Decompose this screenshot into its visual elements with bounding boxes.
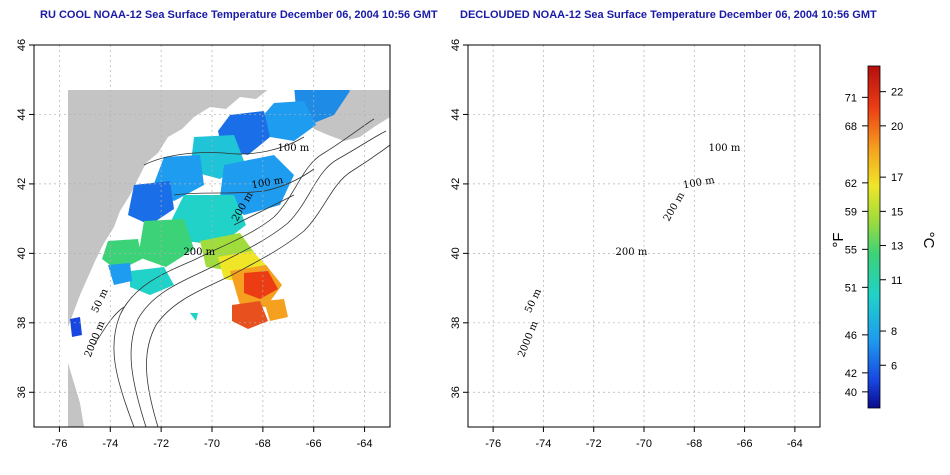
bathymetry-contours xyxy=(527,119,820,427)
contour-label: 100 m xyxy=(251,175,285,191)
y-tick-label: 36 xyxy=(16,386,28,398)
y-tick-label: 42 xyxy=(450,178,462,190)
fahrenheit-tick-label: 59 xyxy=(845,206,857,218)
left-panel-title: RU COOL NOAA-12 Sea Surface Temperature … xyxy=(40,9,438,21)
celsius-tick-label: 13 xyxy=(891,241,903,253)
contour-label: 200 m xyxy=(183,247,215,258)
x-tick-label: -72 xyxy=(153,438,169,450)
fahrenheit-tick-label: 62 xyxy=(845,178,857,190)
x-tick-label: -68 xyxy=(255,438,271,450)
fahrenheit-tick-label: 46 xyxy=(845,330,857,342)
x-tick-label: -70 xyxy=(636,438,652,450)
fahrenheit-unit-label: °F xyxy=(830,232,847,247)
y-tick-label: 44 xyxy=(450,108,462,120)
celsius-tick-label: 20 xyxy=(891,121,903,133)
fahrenheit-tick-label: 40 xyxy=(845,387,857,399)
contour-label: 200 m xyxy=(616,247,648,258)
x-tick-label: -72 xyxy=(586,438,602,450)
y-tick-label: 42 xyxy=(16,178,28,190)
celsius-tick-label: 22 xyxy=(891,87,903,99)
x-tick-label: -66 xyxy=(737,438,753,450)
celsius-tick-label: 17 xyxy=(891,172,903,184)
y-tick-label: 40 xyxy=(450,247,462,259)
y-tick-label: 40 xyxy=(16,247,28,259)
y-tick-label: 38 xyxy=(450,317,462,329)
left-map-panel: -76 -74 -72 -70 -68 -66 -64 36 38 40 42 44 46 100 m 10… xyxy=(16,39,391,450)
colorbar-gradient xyxy=(867,65,881,409)
x-tick-label: -64 xyxy=(357,438,373,450)
x-tick-label: -70 xyxy=(204,438,220,450)
x-tick-label: -76 xyxy=(51,438,67,450)
grid-lines xyxy=(34,44,390,427)
celsius-tick-label: 8 xyxy=(891,326,897,338)
celsius-tick-label: 6 xyxy=(891,360,897,372)
contour-label: 100 m xyxy=(682,175,716,191)
right-panel-title: DECLOUDED NOAA-12 Sea Surface Temperatur… xyxy=(460,9,877,21)
fahrenheit-tick-label: 68 xyxy=(845,121,857,133)
x-tick-label: -76 xyxy=(485,438,501,450)
fahrenheit-tick-label: 42 xyxy=(845,368,857,380)
contour-label: 100 m xyxy=(709,143,741,154)
celsius-tick-label: 11 xyxy=(891,275,902,287)
celsius-tick-label: 15 xyxy=(891,206,903,218)
celsius-unit-label: °C xyxy=(920,232,937,249)
sst-overlay xyxy=(557,67,777,309)
fahrenheit-tick-label: 51 xyxy=(845,282,857,294)
right-map-panel: -76 -74 -72 -70 -68 -66 -64 36 38 40 42 44 46 100 m 10… xyxy=(450,39,821,450)
x-tick-label: -68 xyxy=(686,438,702,450)
y-tick-label: 38 xyxy=(16,317,28,329)
x-tick-label: -64 xyxy=(787,438,803,450)
colorbar: 71 68 62 59 55 51 46 42 40 22 20 17 15 13 11 8 6 °F °C xyxy=(830,65,937,409)
fahrenheit-tick-label: 55 xyxy=(845,244,857,256)
contour-label: 50 m xyxy=(523,287,544,315)
contour-label: 200 m xyxy=(662,190,688,223)
y-tick-label: 46 xyxy=(16,39,28,51)
fahrenheit-tick-label: 71 xyxy=(845,92,857,104)
y-tick-label: 46 xyxy=(450,39,462,51)
y-tick-label: 36 xyxy=(450,386,462,398)
contour-label: 100 m xyxy=(277,143,309,154)
x-tick-label: -74 xyxy=(102,438,118,450)
y-tick-label: 44 xyxy=(16,108,28,120)
x-tick-label: -66 xyxy=(306,438,322,450)
contour-label: 2000 m xyxy=(516,319,541,359)
x-tick-label: -74 xyxy=(535,438,551,450)
grid-lines xyxy=(468,44,820,427)
